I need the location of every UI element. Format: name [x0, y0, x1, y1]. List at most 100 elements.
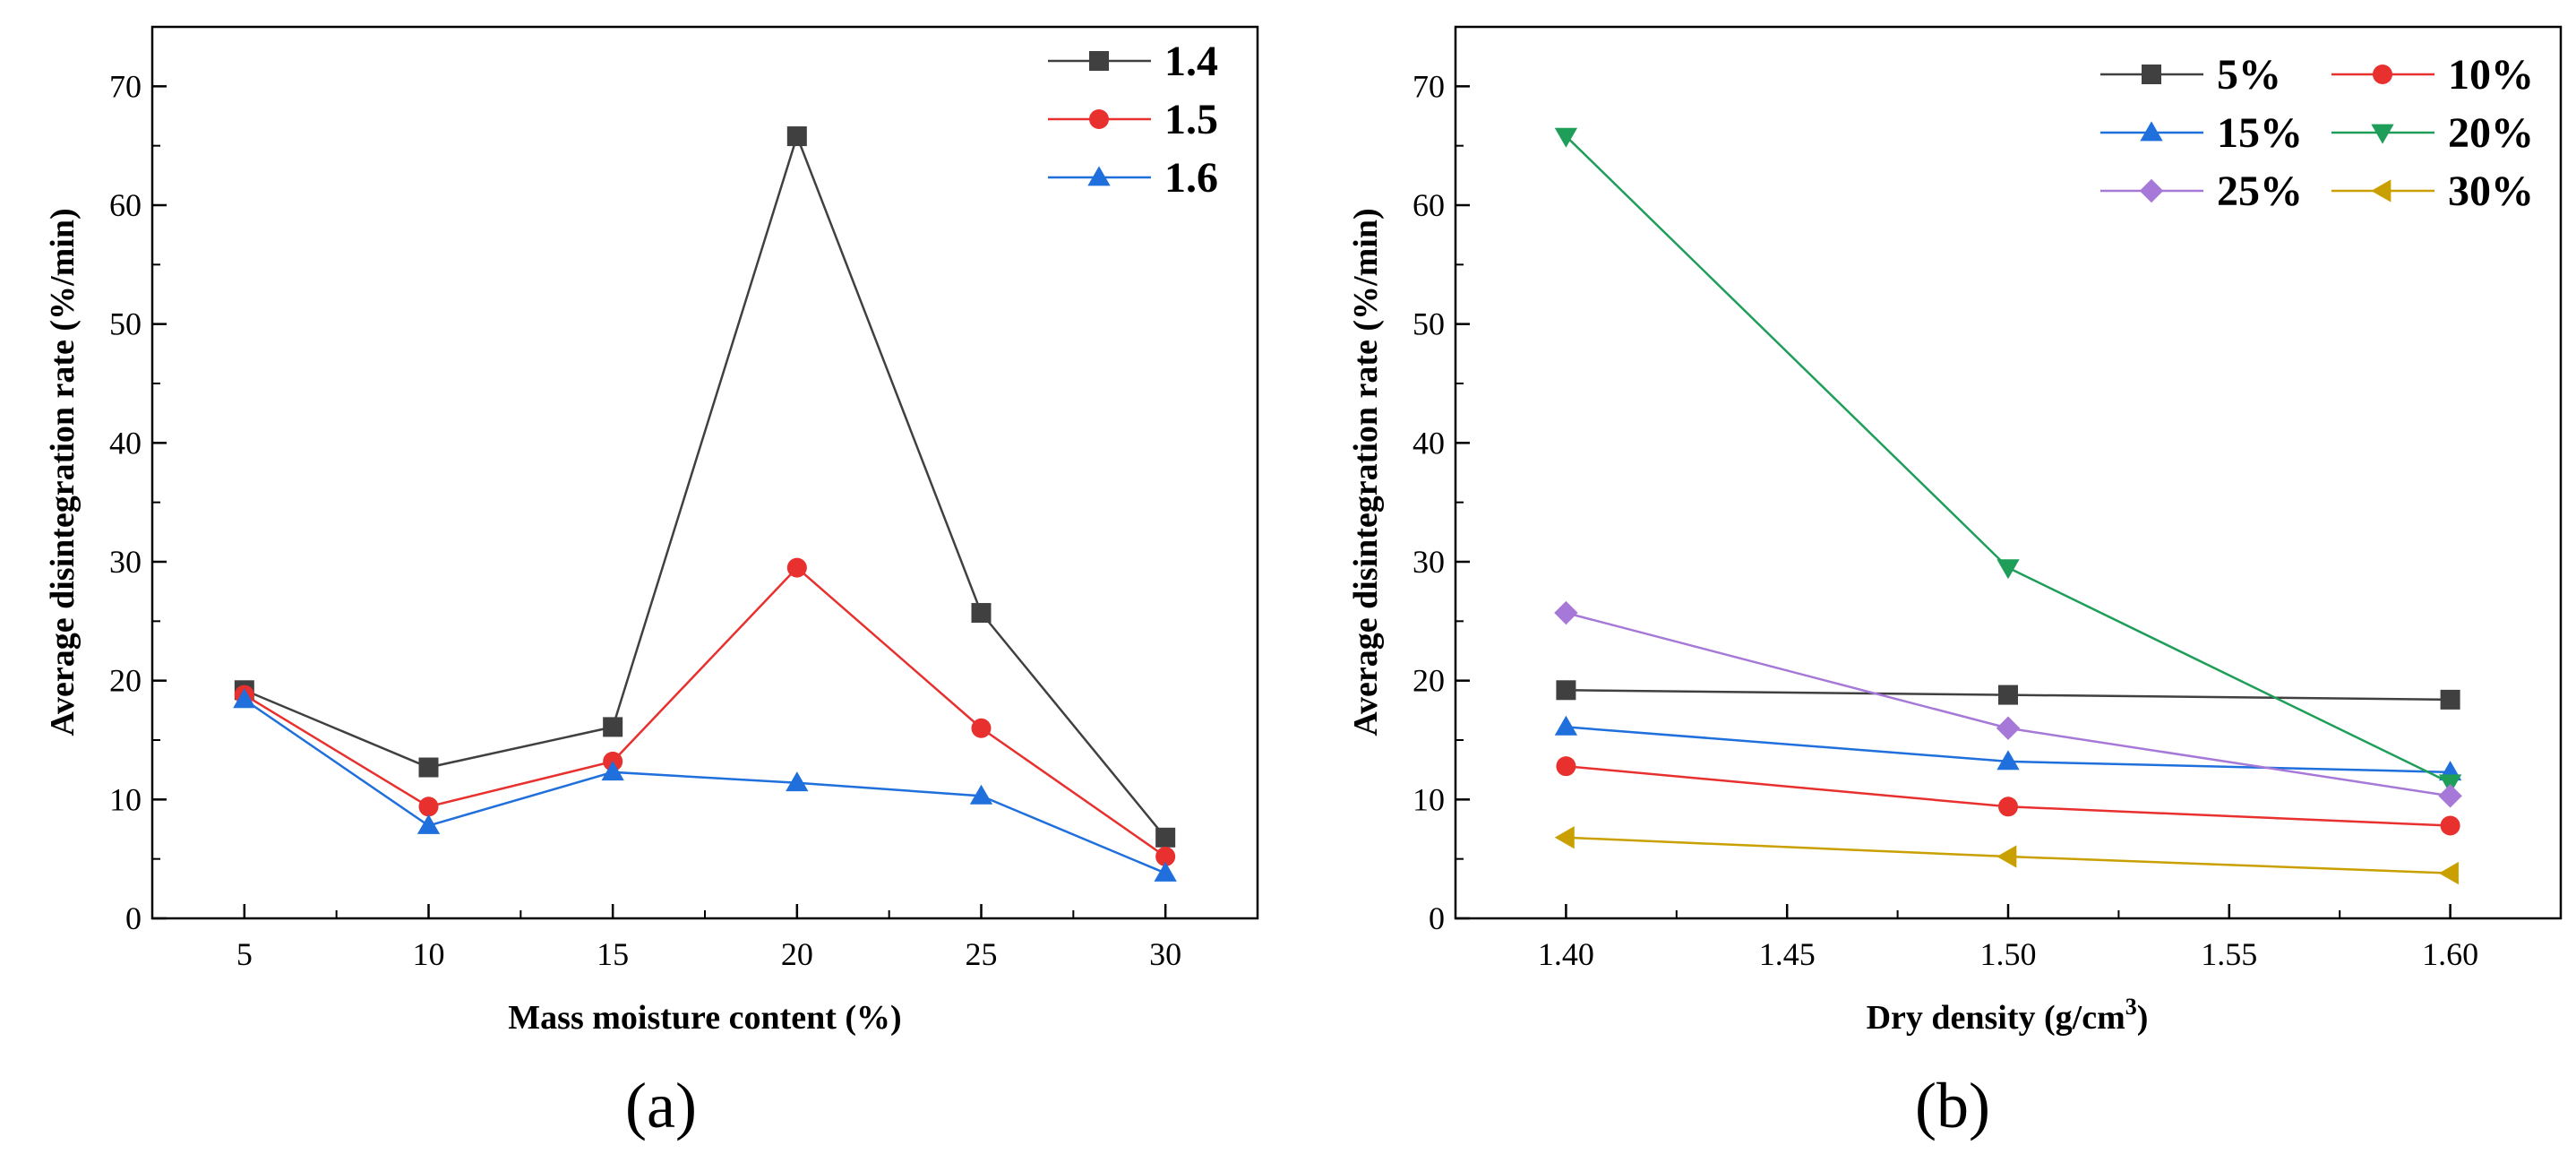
- series-5pct: [1556, 680, 2460, 710]
- chart-panel-a: 0 10 20 30 40 50 60 70 5 10 15 20 25 30 1.4 1.5 1.6 Av…: [44, 25, 1259, 1141]
- data-point: [1556, 680, 1576, 701]
- data-point: [786, 557, 807, 578]
- panel-label-b: (b): [1915, 1070, 1990, 1141]
- data-point: [786, 126, 807, 147]
- data-point: [1554, 826, 1575, 849]
- x-axis-title-a: Mass moisture content (%): [508, 999, 901, 1037]
- data-point: [1554, 127, 1578, 148]
- legend-item: 1.5: [1048, 96, 1218, 143]
- legend-item: 15%: [2100, 109, 2303, 157]
- data-point: [2438, 784, 2462, 808]
- y-axis-title-a: Average disintegration rate (%/min): [44, 208, 82, 736]
- x-tick-label: 10: [413, 936, 445, 972]
- x-axis-title-b-main: Dry density (g/cm: [1867, 999, 2125, 1037]
- data-point: [1154, 861, 1177, 882]
- data-point: [786, 771, 809, 792]
- legend-marker: [1089, 109, 1109, 129]
- legend-item: 25%: [2100, 168, 2303, 215]
- y-tick-label: 70: [109, 68, 142, 104]
- legend-item: 5%: [2100, 51, 2281, 99]
- series-line: [244, 565, 1166, 858]
- y-tick-label: 70: [1413, 68, 1445, 104]
- data-point: [233, 688, 256, 709]
- legend-label: 10%: [2448, 51, 2534, 99]
- legend-marker: [2140, 121, 2163, 142]
- y-tick-label: 20: [109, 663, 142, 699]
- data-point: [1554, 600, 1578, 625]
- legend-label: 20%: [2448, 109, 2534, 157]
- y-tick-label: 0: [125, 900, 142, 936]
- legend-label: 1.6: [1164, 154, 1218, 202]
- y-tick-label: 30: [109, 544, 142, 580]
- legend-marker: [2142, 65, 2161, 84]
- x-tick-label: 1.45: [1759, 936, 1816, 972]
- legend-item: 1.6: [1048, 154, 1218, 202]
- legend-b: 5% 10% 15% 20% 25% 30%: [2100, 51, 2534, 215]
- x-tick-label: 1.60: [2422, 936, 2478, 972]
- y-tick-label: 10: [1413, 781, 1445, 817]
- data-point: [1155, 847, 1176, 867]
- legend-marker: [1087, 166, 1111, 186]
- x-tick-label: 1.55: [2201, 936, 2257, 972]
- plot-frame-b: [1454, 25, 2563, 920]
- data-point: [1996, 559, 2020, 580]
- y-tick-label: 40: [1413, 425, 1445, 461]
- legend-marker: [1089, 51, 1109, 71]
- data-point: [1155, 827, 1176, 848]
- legend-label: 15%: [2217, 109, 2303, 157]
- x-tick-label: 5: [236, 936, 253, 972]
- legend-item: 30%: [2331, 168, 2534, 215]
- data-point: [418, 797, 439, 817]
- x-axis-title-b-sup: 3: [2125, 994, 2137, 1020]
- legend-marker: [2373, 65, 2392, 84]
- series-layer-a: [233, 126, 1177, 882]
- data-point: [971, 718, 992, 738]
- y-tick-label: 50: [1413, 306, 1445, 342]
- y-tick-label: 60: [109, 187, 142, 223]
- legend-marker: [2371, 124, 2394, 144]
- y-axis-b: 0 10 20 30 40 50 60 70: [1413, 68, 1470, 936]
- series-20pct: [1554, 127, 2462, 795]
- y-axis-title-b: Average disintegration rate (%/min): [1347, 208, 1385, 736]
- legend-label: 5%: [2217, 51, 2281, 99]
- x-axis-title-b-end: ): [2137, 999, 2149, 1037]
- y-tick-label: 50: [109, 306, 142, 342]
- y-tick-label: 30: [1413, 544, 1445, 580]
- chart-panel-b: 0 10 20 30 40 50 60 70 1.40 1.45 1.50 1.55 1.60 5% 1…: [1347, 25, 2563, 1141]
- series-10pct: [1556, 756, 2460, 836]
- legend-label: 25%: [2217, 168, 2303, 215]
- legend-label: 1.4: [1164, 38, 1218, 85]
- y-axis-a: 0 10 20 30 40 50 60 70: [109, 68, 167, 936]
- data-point: [1996, 845, 2017, 868]
- plot-frame-a: [150, 25, 1259, 920]
- series-1.4: [234, 126, 1176, 848]
- data-point: [1998, 685, 2018, 705]
- data-point: [1556, 756, 1576, 777]
- data-point: [416, 814, 441, 834]
- data-point: [601, 761, 624, 781]
- y-tick-label: 60: [1413, 187, 1445, 223]
- legend-label: 1.5: [1164, 96, 1218, 143]
- x-tick-label: 15: [597, 936, 629, 972]
- legend-marker: [2139, 178, 2164, 203]
- x-axis-b: 1.40 1.45 1.50 1.55 1.60: [1538, 904, 2478, 972]
- data-point: [2438, 861, 2459, 885]
- data-point: [2440, 815, 2460, 836]
- data-point: [969, 784, 993, 805]
- data-point: [1996, 716, 2021, 740]
- series-line: [244, 698, 1166, 874]
- y-tick-label: 10: [109, 781, 142, 817]
- x-tick-label: 20: [781, 936, 813, 972]
- x-tick-label: 25: [966, 936, 998, 972]
- x-axis-title-b: Dry density (g/cm3): [1867, 994, 2149, 1037]
- x-tick-label: 30: [1149, 936, 1181, 972]
- x-tick-label: 1.50: [1980, 936, 2037, 972]
- legend-label: 30%: [2448, 168, 2534, 215]
- data-point: [1998, 797, 2018, 817]
- y-tick-label: 40: [109, 425, 142, 461]
- legend-marker: [2371, 179, 2391, 202]
- series-30pct: [1554, 826, 2459, 885]
- data-point: [418, 757, 439, 778]
- series-1.6: [233, 688, 1177, 882]
